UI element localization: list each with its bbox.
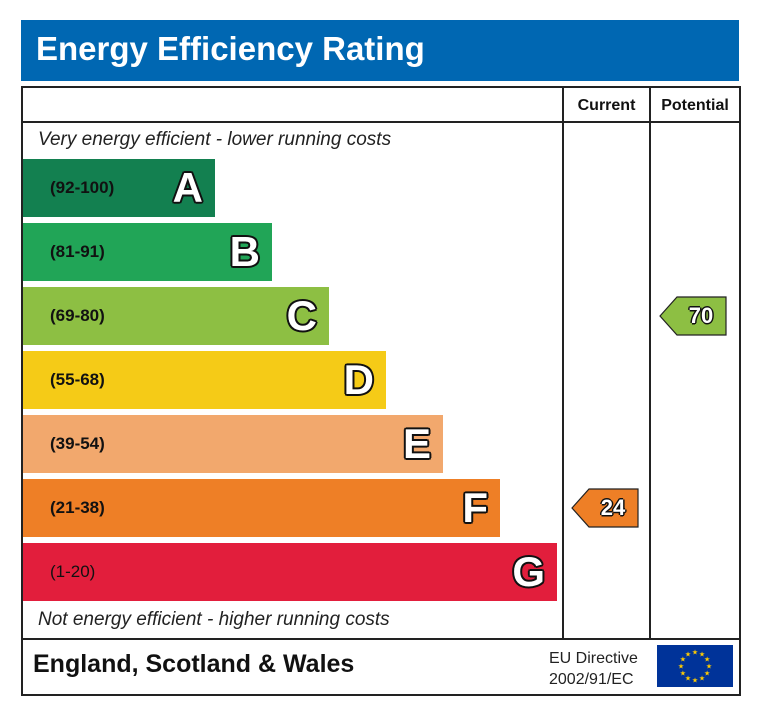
band-letter: C xyxy=(286,292,317,339)
eu-star-icon: ★ xyxy=(692,649,698,657)
band-range-label: (1-20) xyxy=(50,562,96,581)
eu-star-icon: ★ xyxy=(692,677,698,685)
title-bar: Energy Efficiency Rating xyxy=(21,20,739,81)
page-title: Energy Efficiency Rating xyxy=(36,30,425,67)
band-range-label: (81-91) xyxy=(50,242,105,261)
band-c: (69-80) C xyxy=(23,287,329,345)
eu-directive-line1: EU Directive xyxy=(549,650,638,667)
band-range-label: (69-80) xyxy=(50,306,105,325)
footer-divider xyxy=(23,638,739,640)
band-letter: B xyxy=(229,228,260,275)
eu-star-icon: ★ xyxy=(685,650,691,658)
band-range-label: (55-68) xyxy=(50,370,105,389)
band-range-label: (21-38) xyxy=(50,498,105,517)
band-letter: E xyxy=(402,420,431,467)
rating-table: Current Potential Very energy efficient … xyxy=(21,86,741,696)
footer-country: England, Scotland & Wales xyxy=(33,650,355,678)
band-f: (21-38) F xyxy=(23,479,500,537)
band-e: (39-54) E xyxy=(23,415,443,473)
eu-directive: EU Directive 2002/91/EC xyxy=(549,648,638,690)
band-b: (81-91) B xyxy=(23,223,272,281)
eu-star-icon: ★ xyxy=(706,663,712,671)
caption-bottom: Not energy efficient - higher running co… xyxy=(38,609,390,630)
eu-star-icon: ★ xyxy=(680,656,686,664)
band-letter: D xyxy=(343,356,374,403)
band-range-label: (39-54) xyxy=(50,434,105,453)
potential-rating-arrow: 70 xyxy=(659,296,727,336)
eu-star-icon: ★ xyxy=(685,675,691,683)
current-rating-value: 24 xyxy=(600,495,626,520)
eu-star-icon: ★ xyxy=(704,656,710,664)
current-rating-arrow: 24 xyxy=(571,488,639,528)
band-letter: G xyxy=(512,548,545,595)
band-letter: F xyxy=(462,484,488,531)
eu-directive-line2: 2002/91/EC xyxy=(549,671,634,688)
eu-star-icon: ★ xyxy=(699,650,705,658)
column-header-current: Current xyxy=(577,97,636,114)
band-range-label: (92-100) xyxy=(50,178,115,197)
band-g: (1-20) G xyxy=(23,543,557,601)
band-d: (55-68) D xyxy=(23,351,386,409)
current-arrow-shape xyxy=(571,488,639,528)
header-divider xyxy=(23,121,739,123)
column-divider-potential xyxy=(649,88,651,640)
eu-flag-icon: ★ ★ ★ ★ ★ ★ ★ ★ ★ ★ ★ ★ xyxy=(657,645,733,687)
potential-rating-value: 70 xyxy=(688,303,714,328)
column-header-potential: Potential xyxy=(661,97,729,114)
eu-star-icon: ★ xyxy=(699,675,705,683)
eu-star-icon: ★ xyxy=(704,670,710,678)
eu-star-icon: ★ xyxy=(678,663,684,671)
eu-star-icon: ★ xyxy=(680,670,686,678)
band-letter: A xyxy=(172,164,203,211)
band-a: (92-100) A xyxy=(23,159,215,217)
potential-arrow-shape xyxy=(659,296,727,336)
column-divider-current xyxy=(562,88,564,640)
caption-top: Very energy efficient - lower running co… xyxy=(38,129,392,150)
